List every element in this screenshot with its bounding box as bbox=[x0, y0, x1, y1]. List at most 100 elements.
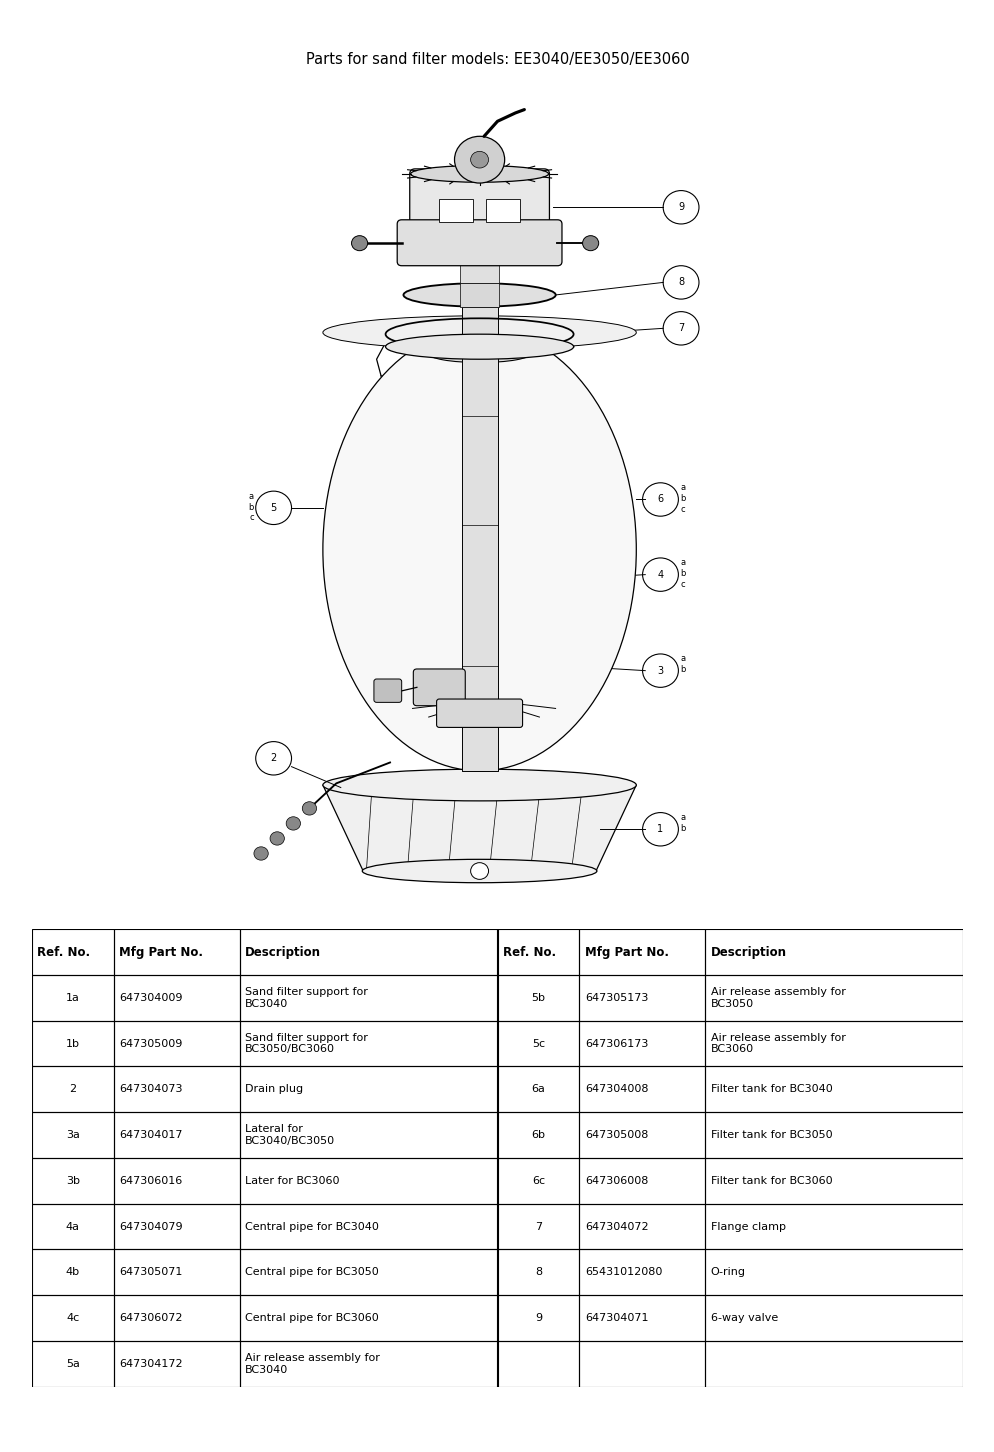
Text: 3: 3 bbox=[657, 665, 663, 675]
Bar bbox=[240, 1066, 497, 1112]
Bar bbox=[113, 1204, 240, 1249]
Ellipse shape bbox=[322, 770, 636, 802]
Text: 647306173: 647306173 bbox=[584, 1038, 648, 1048]
Text: b: b bbox=[680, 494, 685, 504]
Circle shape bbox=[302, 802, 316, 815]
Text: a: a bbox=[680, 484, 685, 492]
Bar bbox=[497, 1112, 579, 1159]
Bar bbox=[497, 1021, 579, 1066]
Text: 4a: 4a bbox=[66, 1221, 80, 1231]
Bar bbox=[579, 976, 705, 1021]
Bar bbox=[705, 1204, 962, 1249]
Circle shape bbox=[470, 151, 488, 168]
Bar bbox=[705, 929, 962, 976]
Text: Parts for sand filter models: EE3040/EE3050/EE3060: Parts for sand filter models: EE3040/EE3… bbox=[305, 52, 689, 67]
Text: Later for BC3060: Later for BC3060 bbox=[245, 1176, 339, 1186]
Text: 5a: 5a bbox=[66, 1359, 80, 1369]
Text: 647304072: 647304072 bbox=[584, 1221, 648, 1231]
Bar bbox=[497, 976, 579, 1021]
Bar bbox=[32, 929, 113, 976]
FancyBboxPatch shape bbox=[374, 680, 402, 703]
Bar bbox=[32, 1342, 113, 1387]
Bar bbox=[705, 1066, 962, 1112]
Bar bbox=[32, 1112, 113, 1159]
Ellipse shape bbox=[322, 315, 636, 350]
Bar bbox=[497, 929, 579, 976]
Bar bbox=[32, 1066, 113, 1112]
Bar bbox=[113, 1342, 240, 1387]
Text: 3a: 3a bbox=[66, 1130, 80, 1140]
Text: 647304009: 647304009 bbox=[119, 993, 183, 1003]
Polygon shape bbox=[322, 786, 636, 871]
Text: Ref. No.: Ref. No. bbox=[503, 945, 556, 958]
Text: Central pipe for BC3050: Central pipe for BC3050 bbox=[245, 1268, 379, 1278]
Bar bbox=[113, 1249, 240, 1295]
Bar bbox=[579, 1249, 705, 1295]
Bar bbox=[497, 1295, 579, 1342]
Text: Description: Description bbox=[245, 945, 321, 958]
Text: 647305071: 647305071 bbox=[119, 1268, 183, 1278]
Bar bbox=[579, 1342, 705, 1387]
Bar bbox=[32, 1204, 113, 1249]
Bar bbox=[32, 1159, 113, 1204]
Bar bbox=[579, 1159, 705, 1204]
Bar bbox=[113, 1112, 240, 1159]
Text: 6c: 6c bbox=[532, 1176, 545, 1186]
Bar bbox=[240, 1249, 497, 1295]
Bar bbox=[113, 1066, 240, 1112]
Text: Drain plug: Drain plug bbox=[245, 1085, 303, 1095]
Bar bbox=[705, 1112, 962, 1159]
Text: 647306016: 647306016 bbox=[119, 1176, 183, 1186]
Text: 2: 2 bbox=[70, 1085, 77, 1095]
Text: 1a: 1a bbox=[66, 993, 80, 1003]
Bar bbox=[113, 929, 240, 976]
Text: Ref. No.: Ref. No. bbox=[38, 945, 90, 958]
Bar bbox=[705, 1159, 962, 1204]
Text: Air release assembly for
BC3060: Air release assembly for BC3060 bbox=[710, 1032, 845, 1054]
Text: 1b: 1b bbox=[66, 1038, 80, 1048]
Text: Filter tank for BC3040: Filter tank for BC3040 bbox=[710, 1085, 832, 1095]
Text: 647304008: 647304008 bbox=[584, 1085, 648, 1095]
Text: Filter tank for BC3050: Filter tank for BC3050 bbox=[710, 1130, 832, 1140]
Ellipse shape bbox=[386, 334, 574, 359]
Text: 6-way valve: 6-way valve bbox=[710, 1313, 777, 1323]
Text: 7: 7 bbox=[535, 1221, 542, 1231]
Bar bbox=[497, 1249, 579, 1295]
Text: 3b: 3b bbox=[66, 1176, 80, 1186]
Text: Central pipe for BC3040: Central pipe for BC3040 bbox=[245, 1221, 379, 1231]
Text: 1: 1 bbox=[657, 825, 663, 835]
Text: a: a bbox=[248, 492, 253, 501]
Bar bbox=[497, 1066, 579, 1112]
Bar bbox=[240, 1295, 497, 1342]
Text: 5b: 5b bbox=[531, 993, 545, 1003]
Bar bbox=[32, 1021, 113, 1066]
Text: Mfg Part No.: Mfg Part No. bbox=[119, 945, 203, 958]
Text: 647306008: 647306008 bbox=[584, 1176, 648, 1186]
Ellipse shape bbox=[362, 860, 596, 883]
Text: Mfg Part No.: Mfg Part No. bbox=[584, 945, 668, 958]
FancyBboxPatch shape bbox=[397, 219, 562, 266]
Text: b: b bbox=[680, 665, 685, 674]
Text: 647306072: 647306072 bbox=[119, 1313, 183, 1323]
Bar bbox=[32, 1249, 113, 1295]
Text: 647305173: 647305173 bbox=[584, 993, 648, 1003]
Text: 65431012080: 65431012080 bbox=[584, 1268, 662, 1278]
Circle shape bbox=[454, 136, 504, 183]
Bar bbox=[497, 1204, 579, 1249]
Text: a: a bbox=[680, 559, 685, 568]
FancyBboxPatch shape bbox=[410, 168, 549, 234]
Bar bbox=[32, 1295, 113, 1342]
Text: 5: 5 bbox=[270, 502, 276, 513]
Text: 9: 9 bbox=[535, 1313, 542, 1323]
Text: 647304073: 647304073 bbox=[119, 1085, 183, 1095]
Bar bbox=[32, 976, 113, 1021]
Bar bbox=[439, 199, 473, 222]
Circle shape bbox=[253, 847, 268, 860]
Bar bbox=[579, 1295, 705, 1342]
Text: 647304172: 647304172 bbox=[119, 1359, 183, 1369]
Text: Flange clamp: Flange clamp bbox=[710, 1221, 785, 1231]
Text: 7: 7 bbox=[677, 324, 684, 334]
Bar bbox=[579, 1021, 705, 1066]
Bar bbox=[240, 1021, 497, 1066]
Bar bbox=[579, 1112, 705, 1159]
